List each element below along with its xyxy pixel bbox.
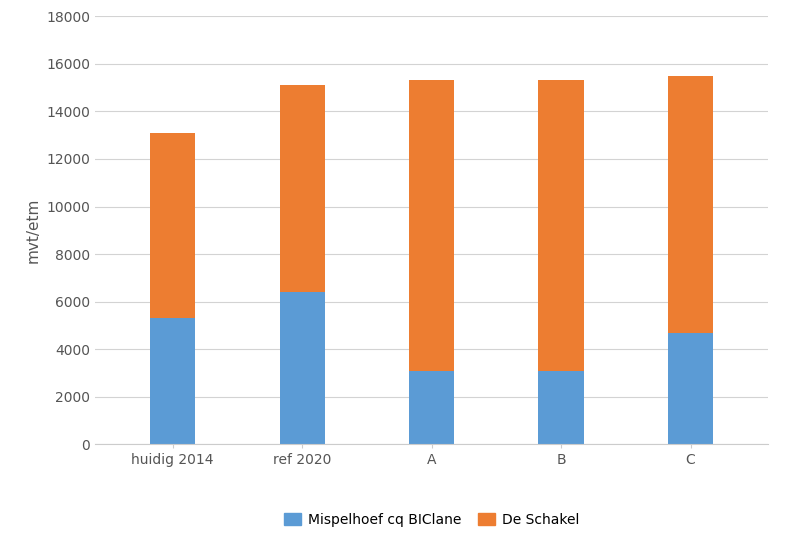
Bar <box>280 85 325 292</box>
Bar <box>409 80 455 371</box>
Bar <box>150 318 196 444</box>
Legend: Mispelhoef cq BIClane, De Schakel: Mispelhoef cq BIClane, De Schakel <box>279 507 584 532</box>
Bar <box>409 371 455 444</box>
Bar <box>668 333 714 444</box>
Bar <box>280 292 325 444</box>
Bar <box>539 371 584 444</box>
Bar <box>150 133 196 318</box>
Bar <box>668 76 714 333</box>
Bar <box>539 80 584 371</box>
Y-axis label: mvt/etm: mvt/etm <box>25 198 40 263</box>
